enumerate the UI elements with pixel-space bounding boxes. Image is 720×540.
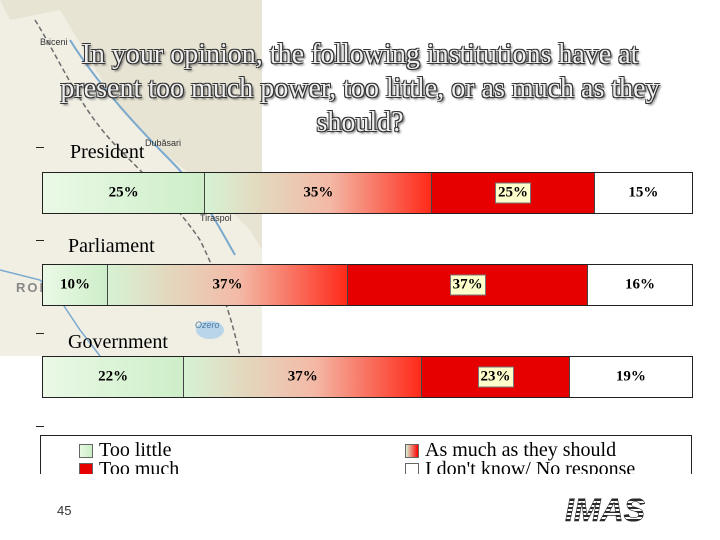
legend-label: As much as they should bbox=[425, 439, 617, 461]
chart-title: In your opinion, the following instituti… bbox=[60, 39, 660, 138]
legend-item-dont-know: I don't know/ No response bbox=[405, 458, 635, 474]
segment-dont-know: 19% bbox=[569, 357, 692, 397]
legend-swatch bbox=[405, 462, 419, 474]
segment-as-much: 37% bbox=[184, 357, 423, 397]
data-label: 37% bbox=[212, 276, 243, 293]
legend-swatch bbox=[79, 443, 93, 458]
segment-too-much: 25% bbox=[432, 173, 595, 213]
map-label: Dubăsari bbox=[145, 138, 182, 148]
data-label: 35% bbox=[303, 184, 334, 201]
legend-item-too-little: Too little bbox=[79, 439, 171, 462]
map-label: ROM bbox=[16, 280, 53, 295]
axis-tick bbox=[36, 333, 44, 334]
data-label: 19% bbox=[615, 368, 646, 385]
legend-swatch bbox=[79, 462, 93, 474]
legend-swatch bbox=[405, 443, 419, 458]
map-label: Ozero bbox=[195, 320, 220, 330]
axis-tick bbox=[36, 426, 44, 427]
data-label: 10% bbox=[59, 276, 90, 293]
segment-as-much: 35% bbox=[205, 173, 433, 213]
data-label: 25% bbox=[495, 182, 532, 204]
data-label: 22% bbox=[98, 368, 129, 385]
data-label: 37% bbox=[449, 274, 486, 296]
data-label: 25% bbox=[108, 184, 139, 201]
legend-label: Too little bbox=[99, 439, 172, 461]
segment-too-much: 37% bbox=[348, 265, 589, 305]
data-label: 16% bbox=[625, 276, 656, 293]
data-label: 37% bbox=[287, 368, 318, 385]
legend-item-as-much: As much as they should bbox=[405, 439, 616, 462]
segment-too-little: 10% bbox=[43, 265, 108, 305]
bar-parliament: 10% 37% 37% 16% bbox=[42, 264, 693, 306]
axis-tick bbox=[36, 147, 44, 148]
segment-too-little: 25% bbox=[43, 173, 206, 213]
legend-label: Too much bbox=[99, 458, 180, 474]
segment-dont-know: 16% bbox=[588, 265, 692, 305]
axis-tick bbox=[36, 240, 44, 241]
segment-too-little: 22% bbox=[43, 357, 185, 397]
segment-dont-know: 15% bbox=[594, 173, 692, 213]
bar-government: 22% 37% 23% 19% bbox=[42, 356, 693, 398]
imas-logo: IMAS bbox=[563, 491, 673, 530]
data-label: 15% bbox=[628, 184, 659, 201]
page-number: 45 bbox=[57, 503, 72, 518]
map-label: Tiraspol bbox=[200, 213, 232, 223]
logo-text: IMAS bbox=[565, 492, 646, 525]
map-label: Briceni bbox=[40, 37, 68, 47]
segment-too-much: 23% bbox=[422, 357, 570, 397]
legend-label: I don't know/ No response bbox=[425, 458, 636, 474]
legend-item-too-much: Too much bbox=[79, 458, 179, 474]
category-label-president: President bbox=[70, 141, 145, 163]
category-label-parliament: Parliament bbox=[68, 235, 155, 257]
data-label: 23% bbox=[477, 366, 514, 388]
segment-as-much: 37% bbox=[107, 265, 349, 305]
bar-president: 25% 35% 25% 15% bbox=[42, 172, 693, 214]
legend: Too little As much as they should Too mu… bbox=[40, 435, 692, 474]
category-label-government: Government bbox=[68, 331, 168, 353]
